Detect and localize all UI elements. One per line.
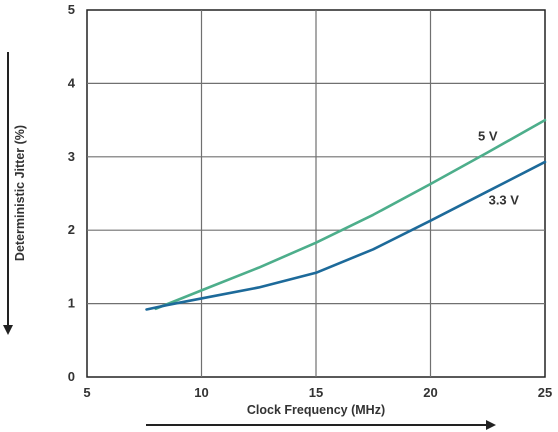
y-tick-label: 0 — [68, 369, 75, 384]
y-tick-label: 4 — [68, 75, 76, 90]
series-labels: 5 V 3.3 V — [478, 129, 519, 208]
x-tick-label: 5 — [83, 385, 90, 400]
x-tick-label: 20 — [423, 385, 437, 400]
series-label-3-3v: 3.3 V — [489, 193, 520, 208]
x-tick-label: 25 — [538, 385, 552, 400]
y-tick-label: 2 — [68, 222, 75, 237]
y-tick-label: 3 — [68, 149, 75, 164]
y-tick-label: 5 — [68, 2, 75, 17]
x-tick-label: 15 — [309, 385, 323, 400]
y-axis-title: Deterministic Jitter (%) — [13, 125, 27, 261]
series-lines — [145, 118, 547, 311]
series-label-5v: 5 V — [478, 129, 498, 144]
series-line-3-3v — [145, 160, 547, 311]
series-line-5v — [154, 118, 547, 311]
x-tick-label: 10 — [194, 385, 208, 400]
tick-labels: 5 10 15 20 25 0 1 2 3 4 5 — [68, 2, 552, 400]
y-tick-label: 1 — [68, 296, 75, 311]
grid-lines — [87, 10, 545, 377]
x-axis-title: Clock Frequency (MHz) — [247, 403, 385, 417]
